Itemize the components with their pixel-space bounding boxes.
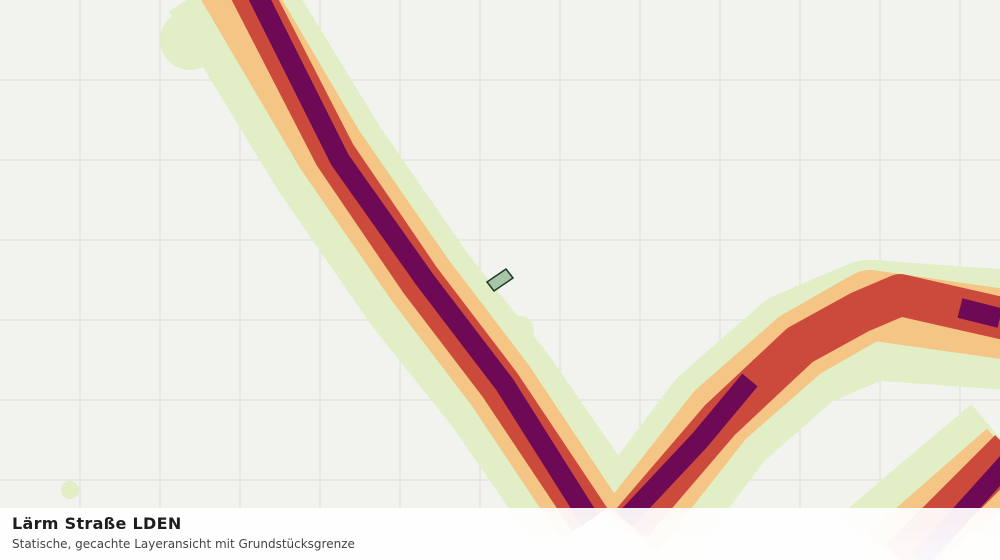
caption: Lärm Straße LDEN Statische, gecachte Lay… [0, 508, 1000, 560]
noise-bands [61, 0, 1000, 560]
layer-title: Lärm Straße LDEN [12, 514, 182, 533]
noise-patch [160, 10, 220, 70]
noise-patch [61, 481, 79, 499]
noise-patch [506, 316, 534, 344]
layer-subtitle: Statische, gecachte Layeransicht mit Gru… [12, 537, 355, 551]
parcel-boundary [485, 267, 515, 293]
